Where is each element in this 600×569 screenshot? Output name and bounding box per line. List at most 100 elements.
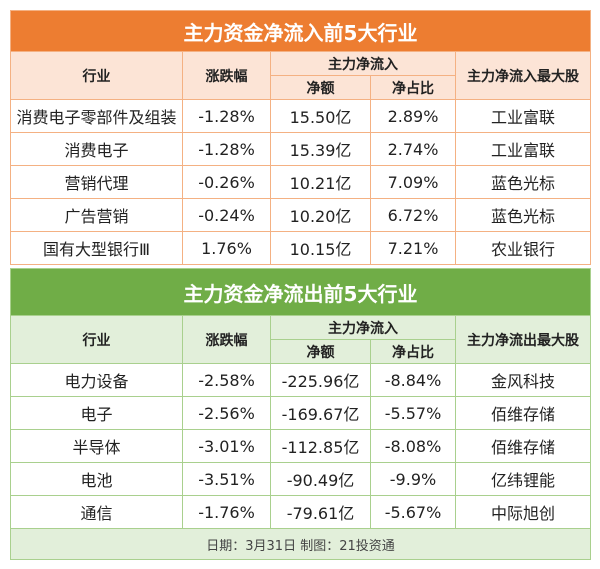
cell: 国有大型银行Ⅲ	[10, 231, 183, 265]
cell: -1.28%	[182, 99, 271, 133]
cell-industry: 电力设备	[64, 372, 129, 391]
cell: -8.84%	[370, 363, 456, 397]
cell-change: -1.28%	[198, 139, 255, 159]
header-industry: 行业	[10, 51, 183, 100]
cell-change: -0.26%	[198, 172, 255, 192]
cell-top: 佰维存储	[490, 438, 555, 457]
cell-change: -3.51%	[198, 469, 255, 489]
header-top: 主力净流入最大股	[455, 51, 591, 100]
header-change: 涨跌幅	[182, 315, 271, 364]
cell-top: 蓝色光标	[490, 174, 555, 193]
cell: -79.61亿	[270, 495, 371, 529]
outflow-table: 主力资金净流出前5大行业 行业 涨跌幅 主力净流入 主力净流出最大股 净额 净占比 电力…	[10, 268, 591, 560]
cell-amount: 10.21亿	[289, 174, 352, 193]
cell-industry: 消费电子	[64, 141, 129, 160]
cell-amount: 10.15亿	[289, 240, 352, 259]
cell: 蓝色光标	[455, 165, 591, 199]
cell-amount: -169.67亿	[281, 405, 360, 424]
cell: -9.9%	[370, 462, 456, 496]
cell-ratio: 2.74%	[387, 139, 439, 159]
cell-ratio: -9.9%	[389, 469, 437, 489]
header-group: 主力净流入	[270, 51, 456, 76]
cell-amount: 15.39亿	[289, 141, 352, 160]
cell: 工业富联	[455, 132, 591, 166]
cell-industry: 营销代理	[64, 174, 129, 193]
cell-change: -3.01%	[198, 436, 255, 456]
header-change: 涨跌幅	[182, 51, 271, 100]
cell: 消费电子	[10, 132, 183, 166]
cell-change: -2.56%	[198, 403, 255, 423]
cell: 佰维存储	[455, 429, 591, 463]
cell: 亿纬锂能	[455, 462, 591, 496]
cell: 6.72%	[370, 198, 456, 232]
cell-ratio: -8.08%	[384, 436, 442, 456]
cell: -8.08%	[370, 429, 456, 463]
cell: -2.58%	[182, 363, 271, 397]
cell: 7.21%	[370, 231, 456, 265]
header-group: 主力净流入	[270, 315, 456, 340]
cell-top: 工业富联	[490, 108, 555, 127]
header-ratio: 净占比	[370, 339, 456, 364]
cell-industry: 半导体	[72, 438, 121, 457]
cell-change: 1.76%	[201, 238, 252, 258]
outflow-title: 主力资金净流出前5大行业	[10, 268, 591, 316]
cell-industry: 国有大型银行Ⅲ	[42, 240, 151, 259]
cell: -0.26%	[182, 165, 271, 199]
cell-change: -1.76%	[198, 502, 255, 522]
cell: 电力设备	[10, 363, 183, 397]
cell: -90.49亿	[270, 462, 371, 496]
cell: -5.67%	[370, 495, 456, 529]
cell: 10.21亿	[270, 165, 371, 199]
cell: 15.39亿	[270, 132, 371, 166]
cell-top: 农业银行	[490, 240, 555, 259]
cell: 2.89%	[370, 99, 456, 133]
cell: 佰维存储	[455, 396, 591, 430]
cell-industry: 消费电子零部件及组装	[16, 108, 177, 127]
cell-industry: 电池	[80, 471, 113, 490]
cell-top: 金风科技	[490, 372, 555, 391]
cell-top: 中际旭创	[490, 504, 555, 523]
cell: 工业富联	[455, 99, 591, 133]
cell: -225.96亿	[270, 363, 371, 397]
table-row: 电池 -3.51% -90.49亿 -9.9% 亿纬锂能	[10, 462, 591, 496]
header-amount: 净额	[270, 75, 371, 100]
table-row: 营销代理 -0.26% 10.21亿 7.09% 蓝色光标	[10, 165, 591, 199]
cell: 农业银行	[455, 231, 591, 265]
table-row: 消费电子零部件及组装 -1.28% 15.50亿 2.89% 工业富联	[10, 99, 591, 133]
header-industry: 行业	[10, 315, 183, 364]
cell: -0.24%	[182, 198, 271, 232]
cell-amount: -79.61亿	[286, 504, 355, 523]
cell: -3.01%	[182, 429, 271, 463]
cell-ratio: -5.57%	[384, 403, 442, 423]
cell-amount: -112.85亿	[281, 438, 360, 457]
cell-industry: 广告营销	[64, 207, 129, 226]
cell: 广告营销	[10, 198, 183, 232]
cell: 电子	[10, 396, 183, 430]
cell: 营销代理	[10, 165, 183, 199]
cell: -112.85亿	[270, 429, 371, 463]
cell-amount: -90.49亿	[286, 471, 355, 490]
cell-amount: 15.50亿	[289, 108, 352, 127]
cell: 通信	[10, 495, 183, 529]
cell: 中际旭创	[455, 495, 591, 529]
header-amount: 净额	[270, 339, 371, 364]
cell: -1.76%	[182, 495, 271, 529]
cell-ratio: 7.09%	[387, 172, 439, 192]
footer-note: 日期：3月31日 制图：21投资通	[10, 528, 591, 560]
inflow-title: 主力资金净流入前5大行业	[10, 10, 591, 52]
cell: 金风科技	[455, 363, 591, 397]
table-row: 通信 -1.76% -79.61亿 -5.67% 中际旭创	[10, 495, 591, 529]
inflow-table: 主力资金净流入前5大行业 行业 涨跌幅 主力净流入 主力净流入最大股 净额 净占比 消费…	[10, 10, 591, 265]
cell-change: -2.58%	[198, 370, 255, 390]
table-row: 电力设备 -2.58% -225.96亿 -8.84% 金风科技	[10, 363, 591, 397]
cell: 10.20亿	[270, 198, 371, 232]
header-ratio: 净占比	[370, 75, 456, 100]
cell-top: 工业富联	[490, 141, 555, 160]
cell: -3.51%	[182, 462, 271, 496]
cell-amount: 10.20亿	[289, 207, 352, 226]
cell-industry: 通信	[80, 504, 113, 523]
cell: 1.76%	[182, 231, 271, 265]
cell: 电池	[10, 462, 183, 496]
header-top: 主力净流出最大股	[455, 315, 591, 364]
cell: -1.28%	[182, 132, 271, 166]
